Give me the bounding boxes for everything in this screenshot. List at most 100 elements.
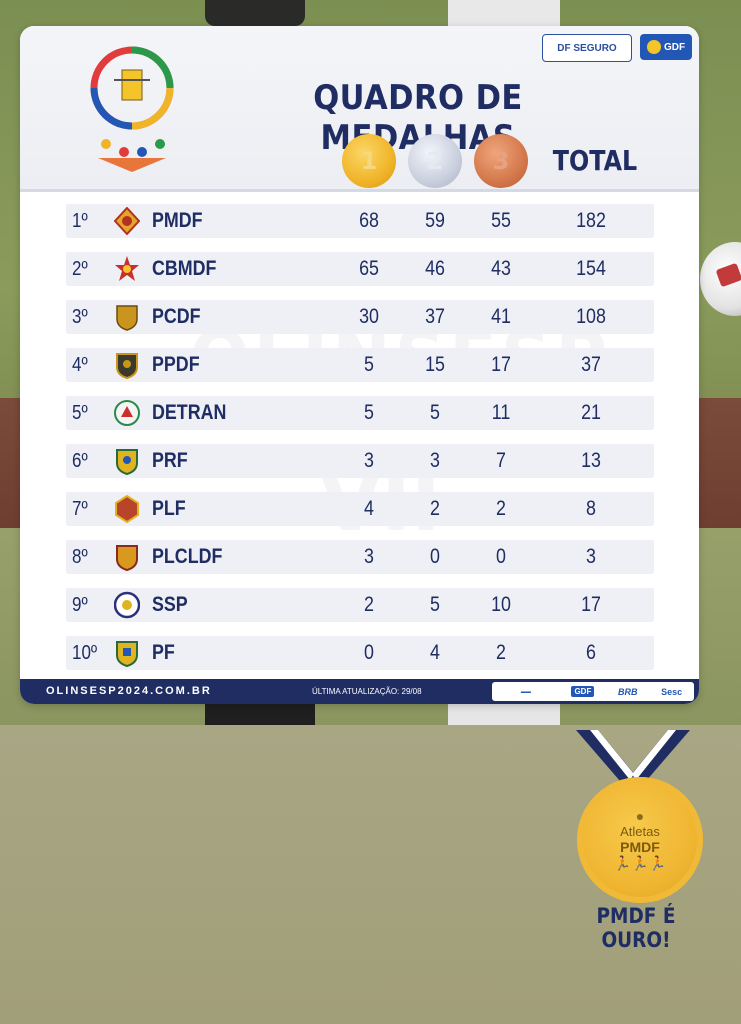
bronze-count: 2 — [496, 497, 506, 520]
website-link[interactable]: OLINSESP2024.COM.BR — [46, 685, 212, 697]
team-name: PF — [152, 641, 175, 664]
silver-count: 5 — [430, 593, 440, 616]
player-legs-white — [448, 703, 560, 725]
team-name: PRF — [152, 449, 188, 472]
gold-count: 68 — [359, 209, 379, 232]
medal-caption-athletes: Atletas — [620, 824, 660, 839]
team-name: PCDF — [152, 305, 201, 328]
total-count: 3 — [586, 545, 596, 568]
table-row: 3º PCDF 30 37 41 108 — [66, 300, 654, 334]
table-row: 1º PMDF 68 59 55 182 — [66, 204, 654, 238]
ppdf-emblem-icon — [114, 351, 140, 379]
table-row: 6º PRF 3 3 7 13 — [66, 444, 654, 478]
total-column-header: TOTAL — [552, 144, 638, 177]
sesc-logo: Sesc — [661, 686, 683, 697]
team-name: DETRAN — [152, 401, 227, 424]
total-count: 17 — [581, 593, 601, 616]
gold-count: 5 — [364, 401, 374, 424]
silver-count: 59 — [425, 209, 445, 232]
team-name: PMDF — [152, 209, 203, 232]
table-row: 2º CBMDF 65 46 43 154 — [66, 252, 654, 286]
pmdf-athletes-medal-icon: ● Atletas PMDF 🏃🏃🏃 — [577, 777, 703, 903]
rank: 1º — [72, 210, 88, 232]
player-legs — [205, 703, 315, 725]
gold-count: 3 — [364, 449, 374, 472]
ssp-logo: ▬▬ — [520, 688, 531, 695]
total-count: 37 — [581, 353, 601, 376]
plf-emblem-icon — [114, 495, 140, 523]
bronze-count: 0 — [496, 545, 506, 568]
bronze-count: 41 — [491, 305, 511, 328]
silver-count: 0 — [430, 545, 440, 568]
gold-count: 4 — [364, 497, 374, 520]
slogan-text: PMDF É OURO! — [596, 904, 676, 952]
silver-count: 4 — [430, 641, 440, 664]
silver-count: 46 — [425, 257, 445, 280]
pmdf-emblem-icon — [114, 207, 140, 235]
bronze-count: 55 — [491, 209, 511, 232]
gdf-logo-small: GDF — [571, 686, 595, 697]
total-count: 21 — [581, 401, 601, 424]
team-name: PPDF — [152, 353, 200, 376]
bronze-count: 7 — [496, 449, 506, 472]
gdf-logo: GDF — [640, 34, 692, 60]
team-name: CBMDF — [152, 257, 217, 280]
gold-count: 0 — [364, 641, 374, 664]
team-name: SSP — [152, 593, 188, 616]
rank: 6º — [72, 450, 88, 472]
sun-icon — [646, 40, 661, 54]
rank: 9º — [72, 594, 88, 616]
plcldf-emblem-icon — [114, 543, 140, 571]
rank: 5º — [72, 402, 88, 424]
rank: 8º — [72, 546, 88, 568]
sponsor-strip: ▬▬ GDF BRB Sesc — [492, 682, 694, 701]
card-header: DF SEGURO GDF QUADRO DE MEDALHAS 1 2 3 T… — [20, 26, 699, 192]
gold-count: 3 — [364, 545, 374, 568]
last-update: ÚLTIMA ATUALIZAÇÃO: 29/08 — [312, 687, 422, 696]
team-name: PLCLDF — [152, 545, 223, 568]
silver-count: 5 — [430, 401, 440, 424]
table-row: 8º PLCLDF 3 0 0 3 — [66, 540, 654, 574]
medal-star-icon: ● — [635, 808, 645, 824]
rank: 7º — [72, 498, 88, 520]
bronze-count: 43 — [491, 257, 511, 280]
gdf-label: GDF — [663, 41, 686, 53]
gold-count: 65 — [359, 257, 379, 280]
total-count: 108 — [576, 305, 606, 328]
silver-medal-icon: 2 — [408, 134, 462, 188]
total-count: 8 — [586, 497, 596, 520]
prf-emblem-icon — [114, 447, 140, 475]
bronze-count: 11 — [491, 401, 511, 424]
total-count: 182 — [576, 209, 606, 232]
olinsesp-logo-icon — [90, 46, 174, 172]
medal-caption-pmdf: PMDF — [620, 839, 660, 855]
table-row: 7º PLF 4 2 2 8 — [66, 492, 654, 526]
rank: 4º — [72, 354, 88, 376]
silver-count: 3 — [430, 449, 440, 472]
total-count: 6 — [586, 641, 596, 664]
card-footer: OLINSESP2024.COM.BR ÚLTIMA ATUALIZAÇÃO: … — [20, 679, 699, 704]
brb-logo: BRB — [617, 686, 638, 697]
runners-icon: 🏃🏃🏃 — [613, 855, 667, 871]
player-shorts-white — [448, 0, 560, 26]
team-name: PLF — [152, 497, 186, 520]
bronze-count: 10 — [491, 593, 511, 616]
rank: 2º — [72, 258, 88, 280]
rank: 10º — [72, 642, 98, 664]
cbmdf-emblem-icon — [114, 255, 140, 283]
total-count: 13 — [581, 449, 601, 472]
table-row: 5º DETRAN 5 5 11 21 — [66, 396, 654, 430]
bronze-count: 17 — [491, 353, 511, 376]
gold-medal-icon: 1 — [342, 134, 396, 188]
gold-count: 2 — [364, 593, 374, 616]
bronze-count: 2 — [496, 641, 506, 664]
gold-count: 5 — [364, 353, 374, 376]
player-shorts — [205, 0, 305, 26]
rank: 3º — [72, 306, 88, 328]
df-seguro-logo: DF SEGURO — [542, 34, 632, 62]
table-row: 9º SSP 2 5 10 17 — [66, 588, 654, 622]
detran-emblem-icon — [114, 399, 140, 427]
medal-table-card: DF SEGURO GDF QUADRO DE MEDALHAS 1 2 3 T… — [20, 26, 699, 704]
medal-ribbon-icon — [576, 730, 690, 788]
silver-count: 15 — [425, 353, 445, 376]
